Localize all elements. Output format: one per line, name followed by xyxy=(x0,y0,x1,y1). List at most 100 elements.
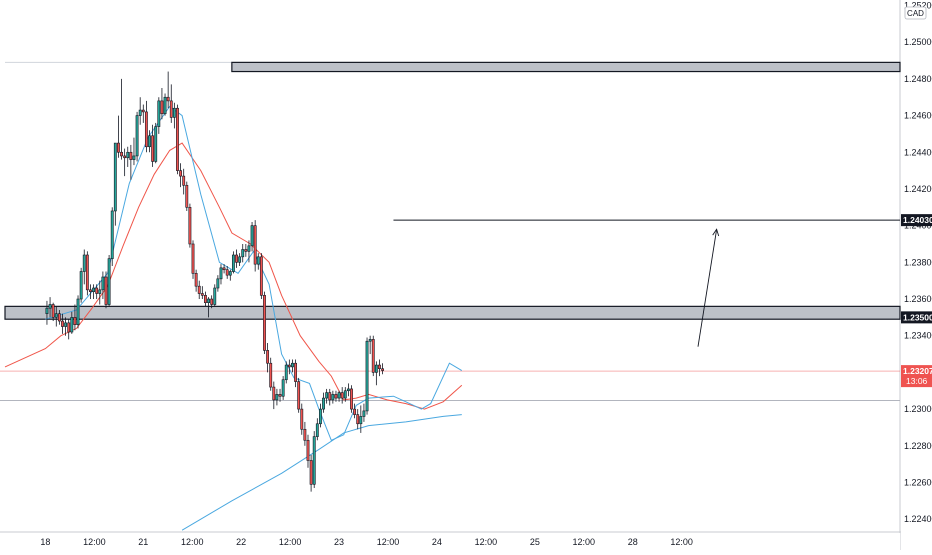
bearish-candle-body xyxy=(378,364,381,370)
candle xyxy=(67,319,71,340)
candle xyxy=(200,286,204,300)
candle xyxy=(346,383,350,397)
bearish-candle-body xyxy=(278,394,282,397)
price-level-badge-box xyxy=(901,311,932,324)
bullish-candle-body xyxy=(312,436,316,485)
arrow-head[interactable] xyxy=(712,228,720,237)
bullish-candle-body xyxy=(113,142,117,212)
price-tick-label: 1.24600 xyxy=(904,111,932,121)
candle xyxy=(101,271,105,300)
candle xyxy=(54,306,58,327)
bearish-candle-body xyxy=(303,428,307,441)
time-tick-label: 12:00 xyxy=(475,537,498,547)
bullish-candle-body xyxy=(343,390,347,399)
price-tick-label: 1.23000 xyxy=(904,404,932,414)
candle xyxy=(70,311,74,334)
candle xyxy=(303,421,307,446)
candle xyxy=(117,115,120,158)
candle xyxy=(319,403,322,428)
candle xyxy=(151,124,155,167)
supply-demand-zone xyxy=(231,61,901,73)
time-axis[interactable]: 18 12:00 21 12:00 22 12:00 23 12:00 24 12:00 25 12:… xyxy=(0,533,900,551)
projection-arrow[interactable] xyxy=(697,228,720,347)
candle xyxy=(204,291,207,307)
currency-badge-label: CAD xyxy=(907,9,924,18)
candle xyxy=(253,220,257,272)
bullish-candle-body xyxy=(365,340,369,412)
bullish-candle-body xyxy=(362,410,366,417)
time-tick-label: 12:00 xyxy=(181,537,204,547)
candle xyxy=(154,122,158,164)
bearish-candle-body xyxy=(85,254,89,291)
candle xyxy=(95,284,99,300)
candle xyxy=(300,403,304,435)
price-tick-label: 1.24200 xyxy=(904,184,932,194)
bullish-candle-body xyxy=(228,271,232,276)
bullish-candle-body xyxy=(241,249,245,258)
currency-badge-box[interactable] xyxy=(904,6,927,20)
bearish-candle-body xyxy=(73,317,77,326)
bullish-candle-body xyxy=(98,289,102,294)
candle xyxy=(207,297,210,318)
candle xyxy=(337,390,341,402)
bullish-candle-body xyxy=(284,364,288,381)
bullish-candle-body xyxy=(45,307,49,314)
bullish-candle-body xyxy=(213,287,217,305)
bearish-candle-body xyxy=(353,408,357,415)
time-tick-label: 12:00 xyxy=(83,537,106,547)
candle xyxy=(297,377,301,413)
candle xyxy=(179,163,183,188)
candle xyxy=(210,295,214,309)
candle xyxy=(85,251,89,296)
candle xyxy=(61,313,64,334)
bearish-candle-body xyxy=(340,392,344,399)
price-level-badge: 1.24030 xyxy=(901,214,932,227)
bearish-candle-body xyxy=(89,289,92,292)
candle xyxy=(278,388,282,402)
candle xyxy=(51,302,55,322)
bullish-candle-body xyxy=(231,254,235,272)
candle xyxy=(89,284,92,300)
candle xyxy=(381,363,384,375)
candle xyxy=(371,335,375,377)
bearish-candle-body xyxy=(225,269,229,276)
bullish-candle-body xyxy=(163,96,167,115)
candle xyxy=(120,78,123,160)
bullish-candle-body xyxy=(92,287,95,292)
candles-layer xyxy=(45,71,384,492)
candle xyxy=(185,181,189,211)
bearish-candle-body xyxy=(334,394,338,399)
candle xyxy=(231,251,235,274)
bullish-candle-body xyxy=(275,394,279,401)
bearish-candle-body xyxy=(259,256,263,296)
candle xyxy=(228,269,232,281)
candle xyxy=(163,93,167,116)
candle xyxy=(269,357,273,391)
bearish-candle-body xyxy=(194,273,198,287)
bearish-candle-body xyxy=(166,96,170,102)
bullish-candle-body xyxy=(157,100,161,127)
bullish-candle-body xyxy=(346,388,350,392)
arrow-shaft[interactable] xyxy=(697,229,718,347)
candle xyxy=(98,280,102,305)
candle xyxy=(287,359,291,375)
candle xyxy=(322,392,325,413)
bullish-candle-body xyxy=(148,135,151,148)
bearish-candle-body xyxy=(144,111,148,148)
bearish-candle-body xyxy=(328,392,332,401)
bearish-candle-body xyxy=(266,350,270,364)
time-tick-label: 18 xyxy=(40,537,50,547)
price-axis[interactable]: 1.224001.226001.228001.230001.232001.234… xyxy=(901,0,932,550)
candle xyxy=(359,405,363,433)
last-price-label: 1.23207 xyxy=(903,366,932,376)
currency-badge[interactable]: CAD xyxy=(904,6,927,20)
price-tick-label: 1.24800 xyxy=(904,74,932,84)
bullish-candle-body xyxy=(247,245,251,252)
candle xyxy=(374,361,378,386)
candle xyxy=(76,295,80,329)
bullish-candle-body xyxy=(70,317,74,333)
